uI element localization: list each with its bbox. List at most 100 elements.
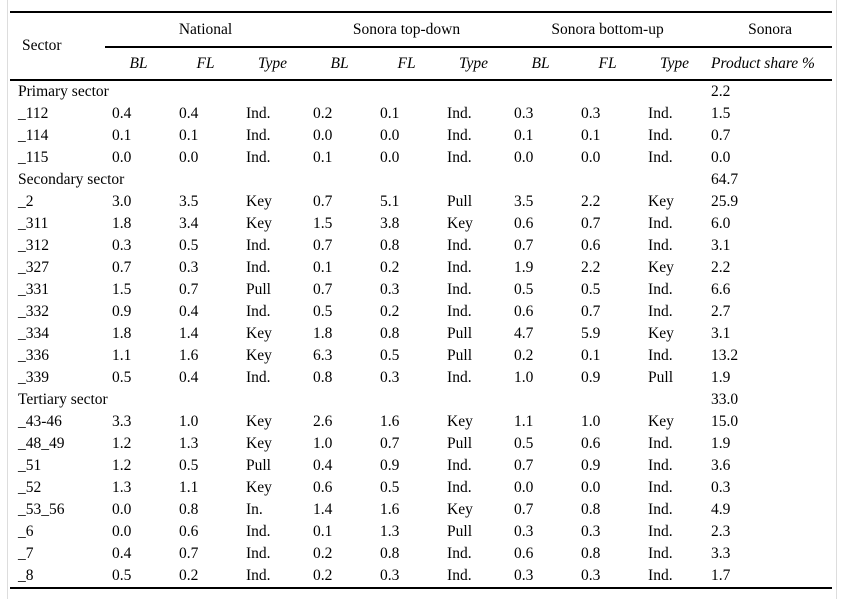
bl-value: 0.1 (313, 149, 333, 166)
fl-value: 0.2 (380, 259, 400, 276)
column-header-bl-national: BL (105, 47, 172, 81)
sector-label: _312 (18, 237, 49, 254)
type-value: Ind. (648, 457, 673, 474)
table-row: _48_49 1.2 1.3 Key 1.0 0.7 Pull 0.5 0.6 Ind. 1.9 (10, 433, 832, 455)
bl-value: 0.7 (313, 281, 333, 298)
type-value: Ind. (246, 259, 271, 276)
bl-value: 1.8 (112, 215, 132, 232)
product-share-value: 13.2 (711, 347, 739, 364)
sector-label: _112 (18, 105, 49, 122)
type-value: Key (447, 215, 473, 232)
fl-value: 0.6 (179, 523, 199, 540)
product-share-value: 1.5 (711, 105, 731, 122)
group-label: Primary sector (18, 83, 109, 100)
bl-value: 0.5 (514, 281, 534, 298)
type-value: Ind. (648, 281, 673, 298)
table-row: _331 1.5 0.7 Pull 0.7 0.3 Ind. 0.5 0.5 Ind. 6.6 (10, 279, 832, 301)
fl-value: 0.1 (179, 127, 199, 144)
table-row: _312 0.3 0.5 Ind. 0.7 0.8 Ind. 0.7 0.6 Ind. 3.1 (10, 235, 832, 257)
sector-label: _8 (18, 567, 34, 584)
fl-value: 5.1 (380, 193, 400, 210)
type-value: Key (648, 259, 674, 276)
fl-value: 0.8 (380, 237, 400, 254)
bl-value: 0.3 (514, 523, 534, 540)
type-value: Key (246, 325, 272, 342)
type-value: Ind. (648, 479, 673, 496)
sector-label: _51 (18, 457, 42, 474)
bl-value: 0.5 (112, 369, 132, 386)
bl-value: 0.2 (313, 545, 333, 562)
table-row: _43-46 3.3 1.0 Key 2.6 1.6 Key 1.1 1.0 Key 15.0 (10, 411, 832, 433)
bl-value: 6.3 (313, 347, 333, 364)
bl-value: 0.7 (514, 501, 534, 518)
product-share-value: 1.7 (711, 567, 731, 584)
product-share-value: 64.7 (711, 171, 739, 188)
bl-value: 0.0 (514, 149, 534, 166)
bl-value: 0.4 (112, 105, 132, 122)
fl-value: 1.3 (380, 523, 400, 540)
fl-value: 0.8 (581, 501, 601, 518)
product-share-value: 33.0 (711, 391, 739, 408)
bl-value: 0.0 (514, 479, 534, 496)
type-value: Pull (447, 435, 473, 452)
sub-header-row: BL FL Type BL FL Type BL FL Type Product… (10, 47, 833, 81)
type-value: Ind. (447, 149, 472, 166)
type-value: Ind. (648, 237, 673, 254)
fl-value: 0.0 (581, 479, 601, 496)
product-share-value: 3.1 (711, 237, 731, 254)
type-value: Key (246, 347, 272, 364)
bl-value: 0.1 (112, 127, 132, 144)
sector-label: _43-46 (18, 413, 62, 430)
bl-value: 0.7 (313, 237, 333, 254)
type-value: Key (246, 435, 272, 452)
fl-value: 0.1 (380, 105, 400, 122)
fl-value: 3.8 (380, 215, 400, 232)
product-share-value: 1.9 (711, 369, 731, 386)
sector-label: _48_49 (18, 435, 65, 452)
fl-value: 0.8 (179, 501, 199, 518)
bl-value: 0.9 (112, 303, 132, 320)
bl-value: 0.6 (313, 479, 333, 496)
type-value: Ind. (447, 545, 472, 562)
fl-value: 0.8 (380, 545, 400, 562)
fl-value: 1.6 (380, 413, 400, 430)
bl-value: 0.0 (112, 501, 132, 518)
bl-value: 3.0 (112, 193, 132, 210)
type-value: Key (447, 413, 473, 430)
bl-value: 1.5 (313, 215, 333, 232)
type-value: In. (246, 501, 263, 518)
fl-value: 0.0 (581, 149, 601, 166)
type-value: Ind. (648, 501, 673, 518)
bl-value: 0.6 (514, 303, 534, 320)
type-value: Ind. (447, 237, 472, 254)
type-value: Ind. (246, 369, 271, 386)
table-row: _53_56 0.0 0.8 In. 1.4 1.6 Key 0.7 0.8 Ind. 4.9 (10, 499, 832, 521)
table-row: _6 0.0 0.6 Ind. 0.1 1.3 Pull 0.3 0.3 Ind. 2.3 (10, 521, 832, 543)
fl-value: 1.0 (179, 413, 199, 430)
column-header-bl-bottom-up: BL (507, 47, 575, 81)
group-row: Primary sector 2.2 (10, 80, 832, 103)
product-share-value: 15.0 (711, 413, 739, 430)
product-share-value: 2.2 (711, 83, 731, 100)
bl-value: 0.5 (112, 567, 132, 584)
bl-value: 3.3 (112, 413, 132, 430)
bl-value: 0.0 (112, 523, 132, 540)
fl-value: 0.7 (581, 215, 601, 232)
bl-value: 0.2 (313, 567, 333, 584)
type-value: Ind. (246, 303, 271, 320)
fl-value: 1.1 (179, 479, 199, 496)
column-header-bl-top-down: BL (306, 47, 374, 81)
product-share-value: 0.7 (711, 127, 731, 144)
type-value: Ind. (447, 259, 472, 276)
type-value: Ind. (246, 523, 271, 540)
group-label: Tertiary sector (18, 391, 108, 408)
table-row: _52 1.3 1.1 Key 0.6 0.5 Ind. 0.0 0.0 Ind. 0.3 (10, 477, 832, 499)
fl-value: 3.5 (179, 193, 199, 210)
bl-value: 0.0 (112, 149, 132, 166)
product-share-value: 3.3 (711, 545, 731, 562)
product-share-value: 2.2 (711, 259, 731, 276)
table-row: _334 1.8 1.4 Key 1.8 0.8 Pull 4.7 5.9 Key 3.1 (10, 323, 832, 345)
fl-value: 0.0 (380, 127, 400, 144)
type-value: Ind. (648, 567, 673, 584)
